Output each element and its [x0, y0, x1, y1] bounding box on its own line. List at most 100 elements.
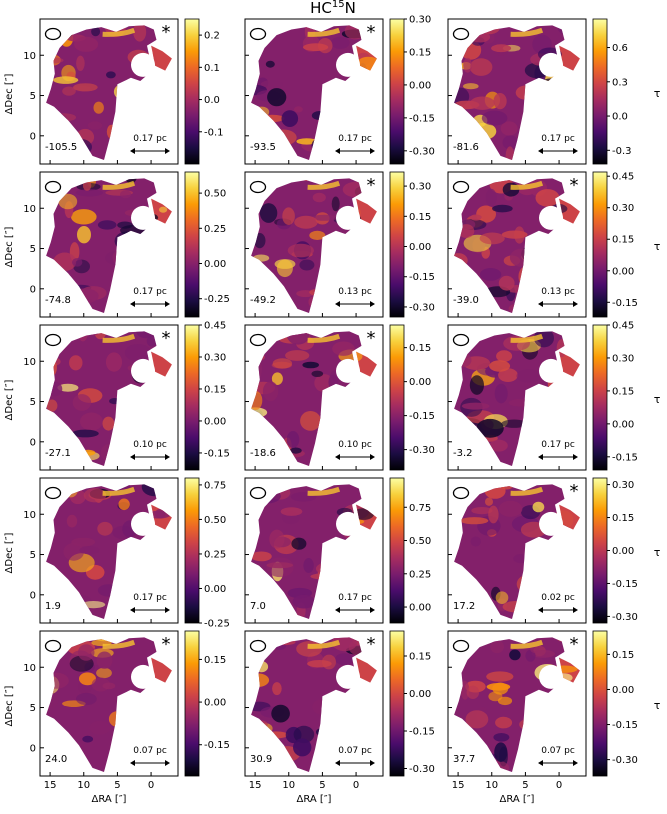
- colorbar-tick-label: 0.50: [409, 536, 431, 547]
- velocity-label: -27.1: [45, 448, 71, 459]
- central-cavity: [538, 511, 563, 536]
- channel-panel: * -93.5 0.17 pc -0.30 -0.15 0.00 0.15 0.30: [244, 15, 435, 165]
- beam-ellipse: [452, 639, 470, 653]
- velocity-label: 24.0: [45, 754, 67, 765]
- x-tick-label: 10: [77, 780, 90, 791]
- colorbar: [592, 630, 608, 777]
- scale-bar-arrowhead-right: [573, 301, 578, 307]
- x-tick-label: 0: [556, 780, 562, 791]
- y-tick-label: 10: [23, 357, 36, 368]
- colorbar-tick-label: 0.15: [204, 655, 226, 666]
- panel-frame: [39, 324, 179, 471]
- colorbar-tick-label: 0.75: [409, 503, 431, 514]
- scale-bar-arrowhead-right: [370, 760, 375, 766]
- source-star-marker: *: [162, 22, 171, 43]
- colorbar-tick-label: 0.00: [409, 689, 431, 700]
- scale-bar-label: 0.07 pc: [133, 746, 167, 756]
- optical-depth-map-tail: [559, 198, 580, 224]
- x-tick-label: 0: [148, 780, 154, 791]
- beam-ellipse: [249, 27, 267, 41]
- panel-frame: [447, 324, 587, 471]
- panel-frame: [39, 18, 179, 165]
- channel-panel: -74.8 0.17 pc 0 5 10 ΔDec [″] -0.25 0.00 0.25 0.5…: [4, 171, 230, 318]
- velocity-label: 17.2: [453, 601, 475, 612]
- x-axis-label: ΔRA [″]: [500, 794, 535, 805]
- beam-ellipse: [452, 486, 470, 500]
- colorbar-tick-label: 0.45: [612, 321, 634, 332]
- colorbar-tick-label: -0.25: [204, 619, 230, 630]
- optical-depth-map-tail: [151, 45, 172, 71]
- colorbar-tick-label: 0.00: [409, 80, 431, 91]
- colorbar-tick-label: 0.30: [612, 203, 634, 214]
- scale-bar-label: 0.17 pc: [541, 134, 575, 144]
- source-star-marker: *: [367, 634, 376, 655]
- colorbar-tick-label: -0.25: [204, 294, 230, 305]
- beam-ellipse: [249, 486, 267, 500]
- colorbar-tick-label: 0.15: [612, 235, 634, 246]
- colorbar-tick-label: 0.00: [409, 377, 431, 388]
- colorbar-tick-label: -0.15: [612, 452, 638, 463]
- source-star-marker: *: [162, 634, 171, 655]
- colorbar-label-tau: τ: [654, 393, 661, 406]
- y-tick-label: 5: [30, 703, 36, 714]
- colorbar-label-tau: τ: [654, 240, 661, 253]
- velocity-label: 1.9: [45, 601, 61, 612]
- colorbar: [389, 477, 405, 624]
- colorbar-tick-label: 0.00: [204, 698, 226, 709]
- central-cavity: [335, 664, 360, 689]
- scale-bar-arrowhead-left: [335, 148, 340, 154]
- panel-frame: [447, 18, 587, 165]
- channel-panel: * -49.2 0.13 pc -0.30 -0.15 0.00 0.15 0.30: [244, 171, 435, 318]
- scale-bar-label: 0.17 pc: [338, 134, 372, 144]
- colorbar-tick-label: 0.2: [204, 31, 220, 42]
- velocity-label: -81.6: [453, 142, 479, 153]
- y-tick-label: 0: [30, 284, 36, 295]
- y-tick-label: 10: [23, 204, 36, 215]
- optical-depth-map-tail: [356, 657, 377, 683]
- velocity-label: -93.5: [250, 142, 276, 153]
- colorbar-tick-label: 0.1: [204, 63, 220, 74]
- scale-bar-label: 0.17 pc: [541, 440, 575, 450]
- beam-ellipse: [44, 180, 62, 194]
- colorbar-tick-label: -0.15: [409, 113, 435, 124]
- y-tick-label: 10: [23, 663, 36, 674]
- y-tick-label: 5: [30, 550, 36, 561]
- source-star-marker: *: [162, 328, 171, 349]
- channel-panel: -81.6 0.17 pc -0.3 0.0 0.3 0.6 τ: [447, 18, 661, 165]
- velocity-label: -18.6: [250, 448, 276, 459]
- colorbar: [389, 324, 405, 471]
- colorbar-tick-label: -0.3: [612, 146, 632, 157]
- channel-panel: -3.2 0.17 pc -0.15 0.00 0.15 0.30 0.45 τ: [447, 321, 661, 471]
- beam-ellipse: [452, 27, 470, 41]
- x-axis-label: ΔRA [″]: [92, 794, 127, 805]
- colorbar-tick-label: 0.50: [204, 515, 226, 526]
- colorbar: [184, 630, 200, 777]
- central-cavity: [130, 205, 155, 230]
- colorbar: [389, 630, 405, 777]
- central-cavity: [130, 358, 155, 383]
- scale-bar-label: 0.02 pc: [541, 593, 575, 603]
- scale-bar-arrowhead-right: [573, 607, 578, 613]
- colorbar-tick-label: 0.30: [409, 182, 431, 193]
- figure-title: HC15N: [310, 0, 356, 17]
- optical-depth-map-tail: [356, 198, 377, 224]
- y-axis-label: ΔDec [″]: [4, 73, 15, 114]
- scale-bar-label: 0.13 pc: [338, 287, 372, 297]
- scale-bar-label: 0.10 pc: [133, 440, 167, 450]
- panel-frame: [447, 630, 587, 777]
- colorbar-tick-label: 0.15: [612, 513, 634, 524]
- colorbar-tick-label: 0.25: [204, 549, 226, 560]
- channel-panel: 7.0 0.17 pc 0.00 0.25 0.50 0.75: [244, 477, 431, 624]
- colorbar-label-tau: τ: [654, 699, 661, 712]
- optical-depth-map-tail: [559, 351, 580, 377]
- colorbar-tick-label: 0.15: [612, 650, 634, 661]
- central-cavity: [335, 52, 360, 77]
- colorbar: [184, 18, 200, 165]
- colorbar-tick-label: 0.3: [612, 77, 628, 88]
- x-tick-label: 10: [282, 780, 295, 791]
- colorbar-tick-label: -0.15: [612, 579, 638, 590]
- panel-frame: [244, 171, 384, 318]
- colorbar-tick-label: 0.45: [204, 321, 226, 332]
- y-tick-label: 0: [30, 437, 36, 448]
